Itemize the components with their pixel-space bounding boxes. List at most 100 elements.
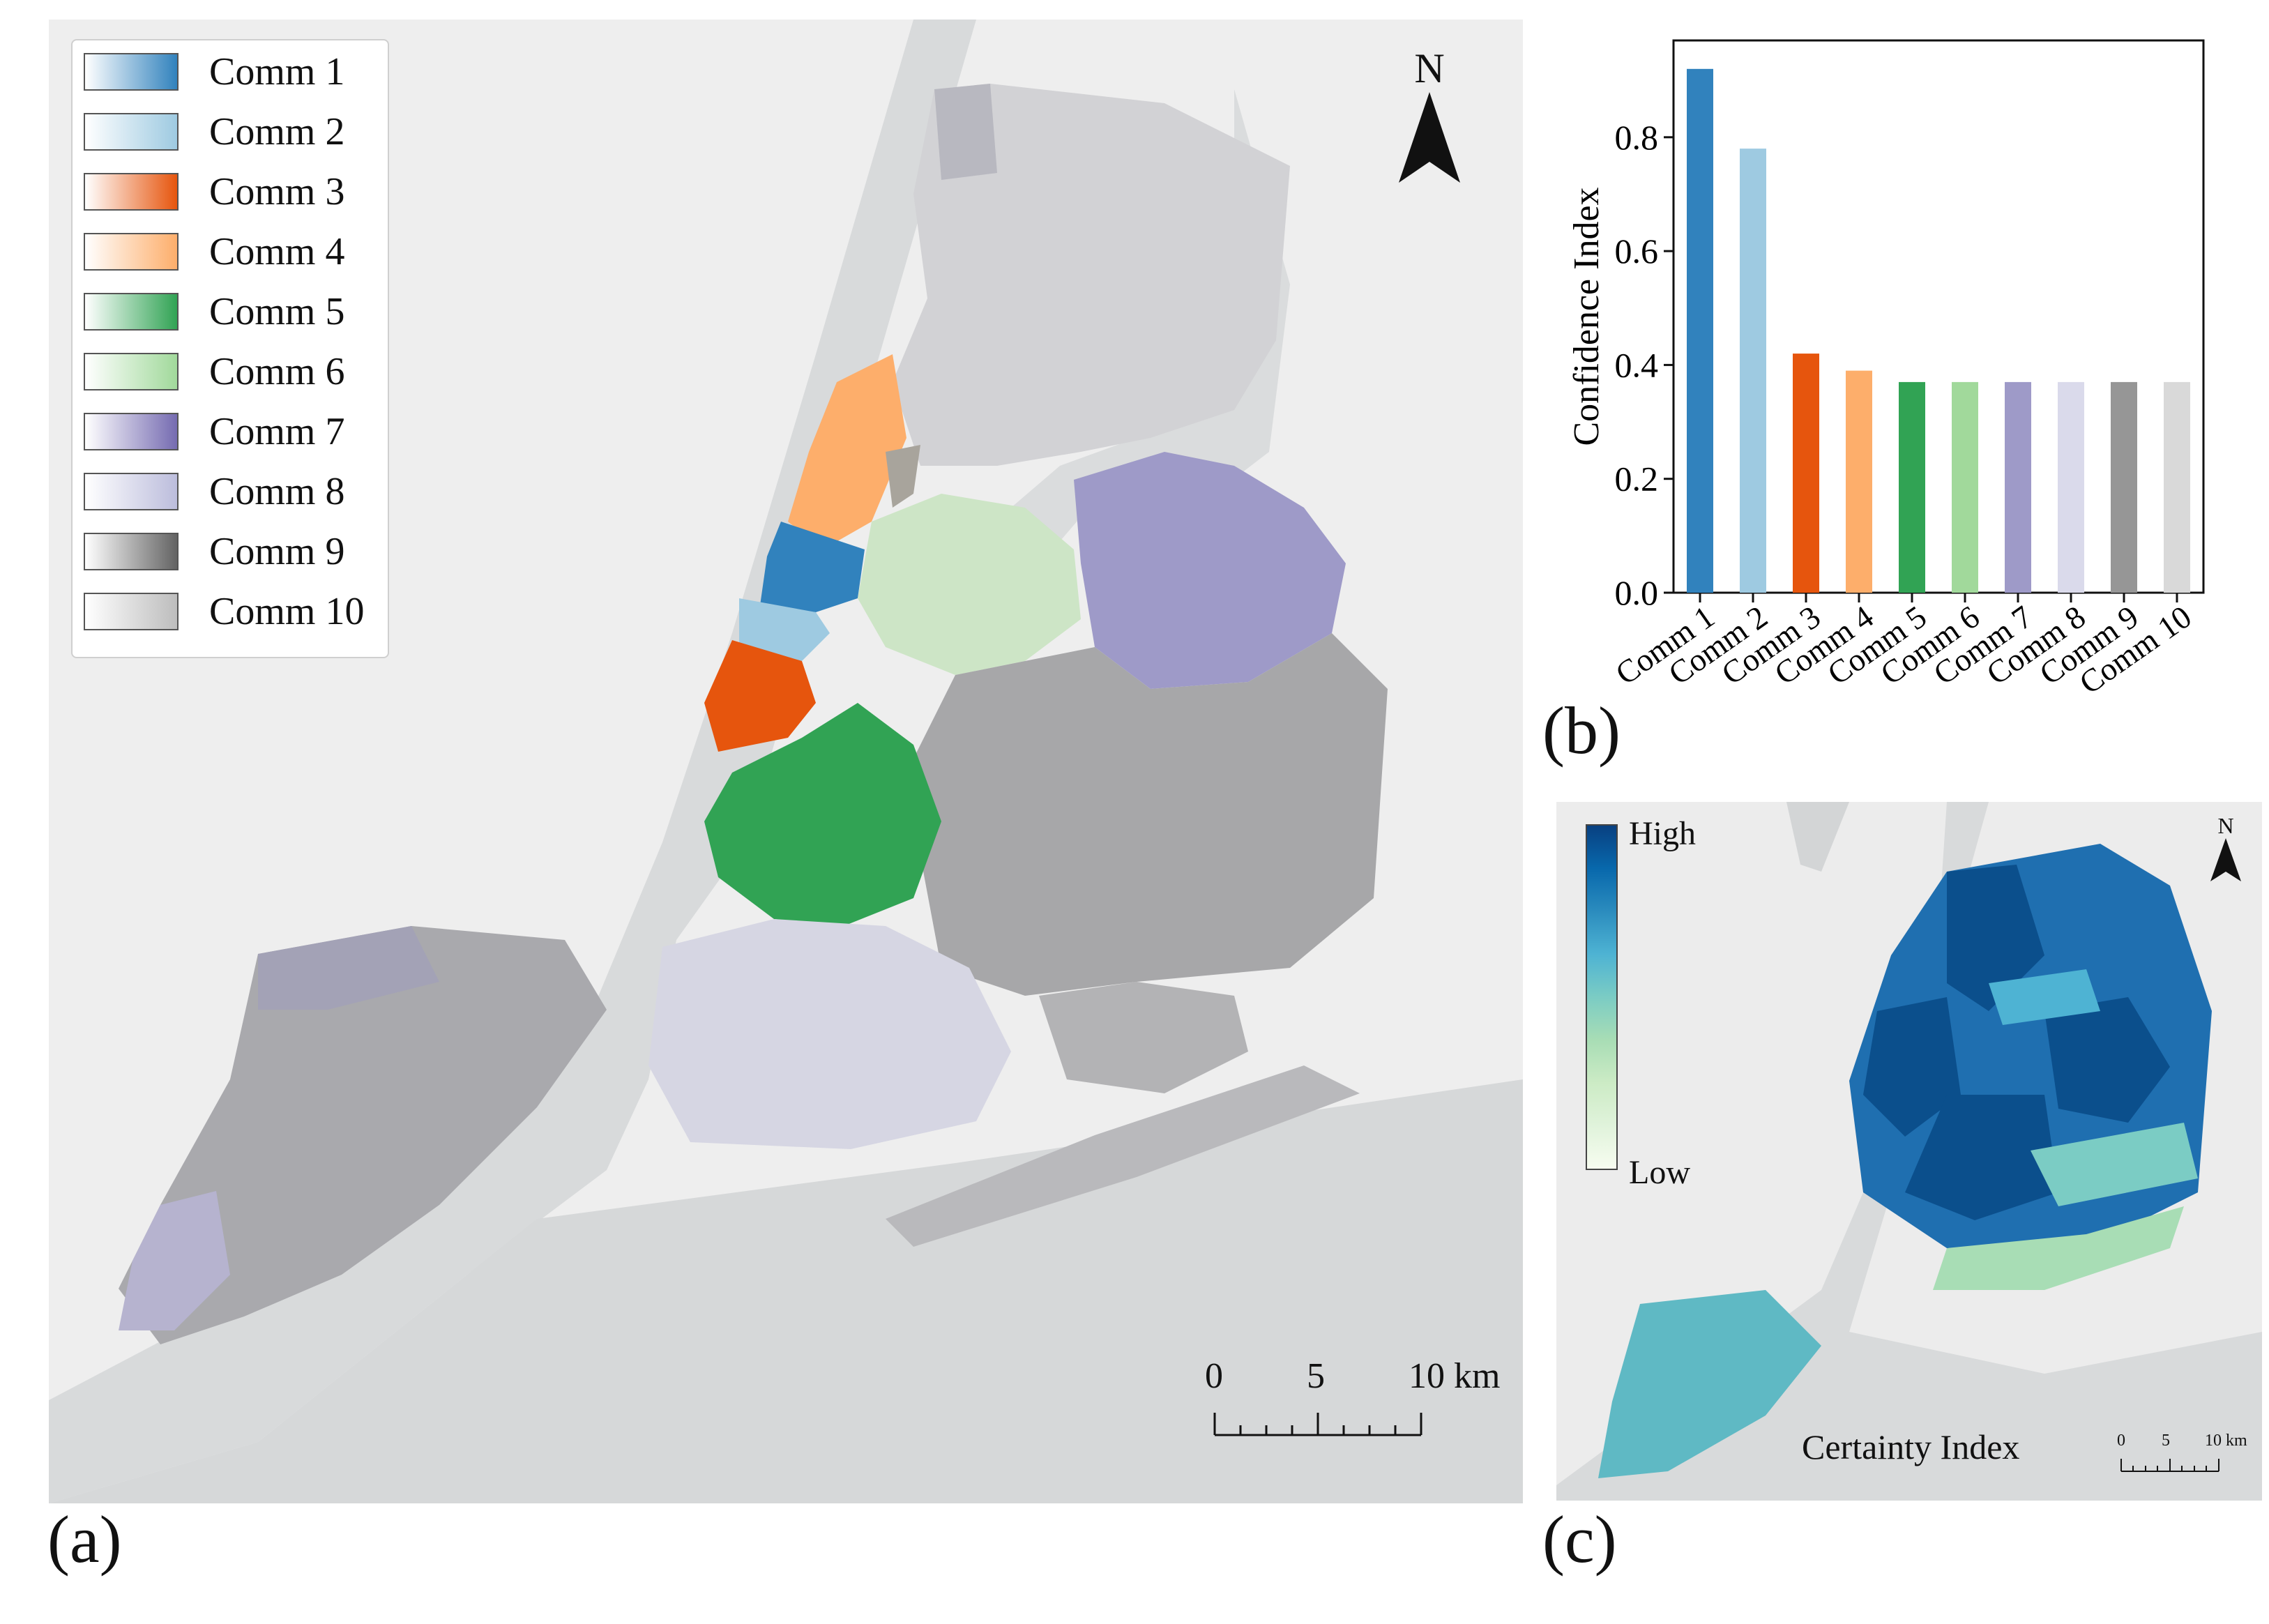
bar-comm-10 [2164,381,2190,593]
certainty-high-brooklyn [1905,1095,2058,1220]
certainty-title: Certainty Index [1802,1427,2020,1466]
community-map [49,20,1523,1503]
bar-comm-8 [2058,381,2084,593]
legend-item-comm5: Comm 5 [84,290,377,333]
legend-item-comm7: Comm 7 [84,410,377,453]
comm7-region [1074,452,1346,689]
certainty-mid-band [1989,969,2100,1025]
comm8-region [648,919,1011,1149]
certainty-high-queens [2044,997,2170,1123]
certainty-rockaway [1933,1206,2184,1290]
certainty-upper-river [1786,802,1849,872]
legend-item-comm10: Comm 10 [84,590,377,633]
comm3-region [704,640,816,752]
bar-comm-6 [1952,381,1978,593]
jamaica-bay-islands [1039,982,1248,1093]
confidence-chart-panel: 0.0 0.2 0.4 0.6 0.8 Comm 1 Comm 2 Comm 3 Comm 4… [1534,28,2269,767]
panel-a-label: (a) [47,1502,122,1577]
rockaway-peninsula [886,1065,1360,1247]
legend-label: Comm 8 [209,470,345,513]
legend-label: Comm 5 [209,290,345,333]
legend-swatch [84,473,179,510]
scale-bar-ruler [2120,1459,2219,1472]
scale-label-10: 10 km [1409,1356,1501,1396]
north-arrow: N [1388,47,1471,208]
scale-label-0: 0 [2117,1432,2125,1450]
y-tick-label: 0.2 [1615,460,1659,499]
legend-item-comm4: Comm 4 [84,230,377,273]
north-arrow: N [2205,814,2247,891]
legend-swatch [84,533,179,570]
comm2-region [739,598,830,661]
bar-comm-2 [1740,149,1766,593]
scale-label-5: 5 [2162,1432,2170,1450]
legend-swatch [84,293,179,331]
map-legend: Comm 1 Comm 2 Comm 3 Comm 4 Comm 5 Comm … [71,39,389,658]
community-map-panel: Comm 1 Comm 2 Comm 3 Comm 4 Comm 5 Comm … [49,20,1523,1503]
legend-label: Comm 10 [209,590,365,633]
bar-comm-4 [1846,370,1872,593]
north-label: N [2217,813,2234,838]
scale-bar-ruler [1213,1413,1422,1436]
legend-label: Comm 6 [209,350,345,393]
certainty-legend: High Low [1586,817,1767,1191]
legend-swatch [84,173,179,211]
legend-label: Comm 1 [209,50,345,93]
east-river-sound [1011,89,1290,549]
legend-label: Comm 4 [209,230,345,273]
y-axis-label: Confidence Index [1567,187,1607,446]
certainty-low-label: Low [1629,1154,1690,1191]
y-tick-label: 0.0 [1615,573,1659,612]
certainty-high-manhattan [1863,997,1961,1137]
certainty-staten-island [1598,1290,1821,1478]
legend-swatch [84,353,179,390]
legend-swatch [84,53,179,91]
y-tick-label: 0.8 [1615,118,1659,157]
scale-label-5: 5 [1307,1356,1325,1396]
staten-island-comm10 [119,926,607,1344]
north-arrow-icon [1399,92,1460,183]
comm9-region [913,633,1388,996]
legend-label: Comm 3 [209,170,345,213]
bronx-north-tract [934,84,997,180]
legend-item-comm2: Comm 2 [84,110,377,153]
bar-comm-3 [1793,354,1819,593]
bar-comm-1 [1687,68,1713,593]
scale-label-10: 10 km [2205,1432,2247,1450]
legend-swatch [84,413,179,450]
y-tick-label: 0.6 [1615,232,1659,271]
scale-label-0: 0 [1205,1356,1223,1396]
certainty-high-bronx [1947,865,2044,1011]
y-tick-label: 0.4 [1615,345,1659,384]
bar-comm-5 [1899,381,1925,593]
legend-label: Comm 2 [209,110,345,153]
staten-island-north [258,926,439,1010]
legend-item-comm6: Comm 6 [84,350,377,393]
bar-comm-9 [2111,381,2137,593]
legend-item-comm3: Comm 3 [84,170,377,213]
comm1-region [760,522,865,612]
certainty-map [1556,802,2262,1501]
bar-comm-7 [2005,381,2031,593]
comm4-region [788,354,906,549]
legend-swatch [84,233,179,271]
bronx-region [893,84,1290,466]
legend-label: Comm 9 [209,530,345,573]
comm5-region [704,703,941,926]
certainty-high-label: High [1629,815,1696,852]
north-arrow-icon [2210,838,2241,881]
scale-bar: 0 5 10 km [1192,1356,1501,1463]
randalls-island-tract [886,445,920,508]
water-background [1556,802,2262,1501]
hudson-river [49,20,976,1503]
scale-bar: 0 5 10 km [2114,1432,2254,1488]
panel-c-label: (c) [1542,1502,1617,1577]
legend-item-comm9: Comm 9 [84,530,377,573]
certainty-map-panel: High Low N Certainty Index 0 5 10 km [1556,802,2262,1501]
comm6-region [858,494,1081,675]
plot-frame [1672,39,2205,594]
legend-swatch [84,593,179,630]
legend-item-comm1: Comm 1 [84,50,377,93]
legend-label: Comm 7 [209,410,345,453]
